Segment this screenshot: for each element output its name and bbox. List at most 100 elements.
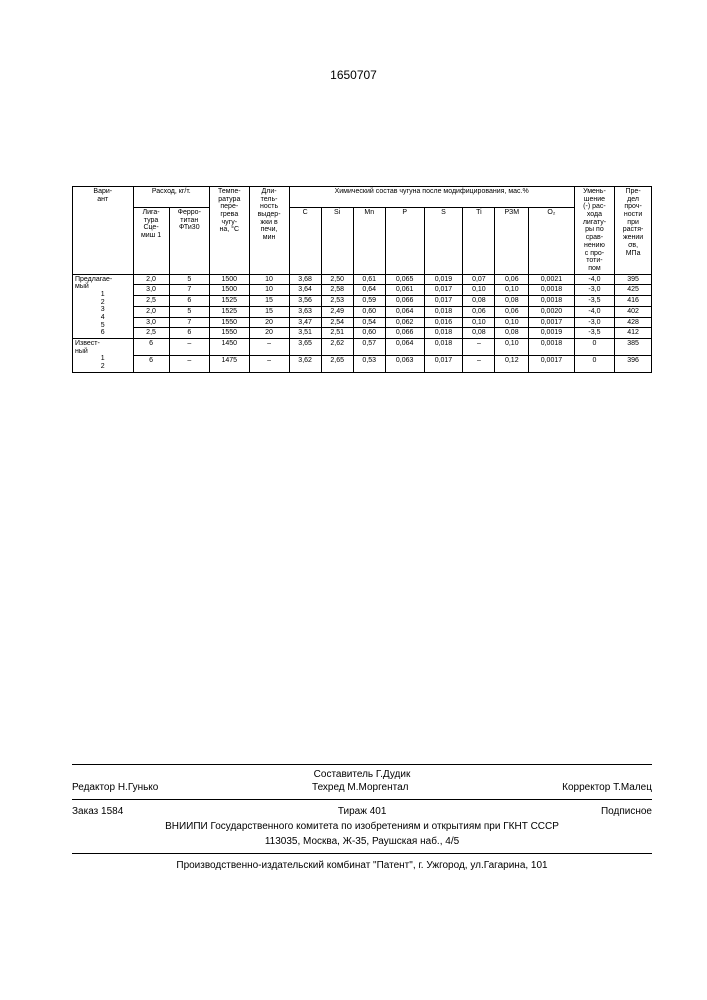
cell: 0,018: [424, 339, 463, 356]
order: Заказ 1584: [72, 806, 123, 817]
cell: 2,5: [133, 296, 169, 307]
cell: -3,0: [574, 285, 614, 296]
cell: 3,56: [289, 296, 321, 307]
cell: 0,018: [424, 328, 463, 339]
cell: 0,10: [495, 285, 529, 296]
cell: 0,0018: [529, 285, 575, 296]
table-row: 6–1475–3,622,650,530,0630,017–0,120,0017…: [73, 355, 652, 372]
cell: 20: [249, 317, 289, 328]
cell: 0,60: [353, 328, 385, 339]
col-o2: O₂: [529, 208, 575, 275]
cell: 1550: [210, 328, 250, 339]
cell: 3,0: [133, 285, 169, 296]
cell: 6: [169, 328, 209, 339]
cell: 3,47: [289, 317, 321, 328]
col-temperature: Темпе- ратура пере- грева чугу- на, °C: [210, 187, 250, 275]
cell: 0,0021: [529, 274, 575, 285]
cell: 396: [615, 355, 652, 372]
cell: 3,62: [289, 355, 321, 372]
cell: 0,60: [353, 306, 385, 317]
cell: 0,08: [463, 296, 495, 307]
cell: 0,06: [495, 306, 529, 317]
table-row: 2,051525153,632,490,600,0640,0180,060,06…: [73, 306, 652, 317]
cell: 0,53: [353, 355, 385, 372]
cell: 6: [133, 355, 169, 372]
page-number: 1650707: [0, 68, 707, 82]
cell: 0,061: [385, 285, 424, 296]
cell: -3,5: [574, 296, 614, 307]
col-variant: Вари- ант: [73, 187, 134, 275]
cell: 0,064: [385, 339, 424, 356]
cell: –: [463, 339, 495, 356]
cell: 412: [615, 328, 652, 339]
cell: 0,07: [463, 274, 495, 285]
cell: –: [463, 355, 495, 372]
printer: Производственно-издательский комбинат "П…: [72, 858, 652, 873]
cell: 15: [249, 306, 289, 317]
address: 113035, Москва, Ж-35, Раушская наб., 4/5: [72, 834, 652, 849]
col-reduction: Умень- шение (-) рас- хода лигату- ры по…: [574, 187, 614, 275]
cell: -3,0: [574, 317, 614, 328]
cell: 0,64: [353, 285, 385, 296]
cell: 2,53: [321, 296, 353, 307]
col-ligature: Лига- тура Сце- миш 1: [133, 208, 169, 275]
cell: 0,018: [424, 306, 463, 317]
cell: 0,10: [463, 285, 495, 296]
subscribe: Подписное: [601, 806, 652, 817]
cell: 7: [169, 317, 209, 328]
cell: 15: [249, 296, 289, 307]
cell: 7: [169, 285, 209, 296]
cell: 1475: [210, 355, 250, 372]
cell: -4,0: [574, 306, 614, 317]
tirazh: Тираж 401: [338, 806, 387, 817]
col-duration: Дли- тель- ность выдер- жки в печи, мин: [249, 187, 289, 275]
cell: 0,0019: [529, 328, 575, 339]
footer: Составитель Г.Дудик Редактор Н.Гунько Те…: [72, 760, 652, 873]
cell: 5: [169, 306, 209, 317]
cell: -3,5: [574, 328, 614, 339]
table-row: Предлагае- мый1234562,051500103,682,500,…: [73, 274, 652, 285]
col-ferrotitan: Ферро- титан ФТи30: [169, 208, 209, 275]
table-row: 2,561550203,512,510,600,0660,0180,080,08…: [73, 328, 652, 339]
cell: 5: [169, 274, 209, 285]
cell: –: [169, 355, 209, 372]
cell: 0: [574, 339, 614, 356]
cell: 1500: [210, 285, 250, 296]
cell: 0,08: [495, 296, 529, 307]
cell: 0,066: [385, 296, 424, 307]
col-p: P: [385, 208, 424, 275]
cell: 416: [615, 296, 652, 307]
cell: 0,10: [463, 317, 495, 328]
cell: 395: [615, 274, 652, 285]
cell: 0,017: [424, 355, 463, 372]
col-mn: Mn: [353, 208, 385, 275]
cell: 0,063: [385, 355, 424, 372]
cell: 0,019: [424, 274, 463, 285]
cell: 2,58: [321, 285, 353, 296]
cell: 0,10: [495, 339, 529, 356]
col-c: C: [289, 208, 321, 275]
cell: 0,064: [385, 306, 424, 317]
vniipi: ВНИИПИ Государственного комитета по изоб…: [72, 819, 652, 834]
cell: 2,0: [133, 274, 169, 285]
col-consumption-group: Расход, кг/т.: [133, 187, 210, 208]
cell: 402: [615, 306, 652, 317]
row-group-label: Предлагае- мый123456: [73, 274, 134, 339]
cell: 0,017: [424, 285, 463, 296]
editor: Редактор Н.Гунько: [72, 782, 158, 793]
cell: 1525: [210, 306, 250, 317]
cell: 425: [615, 285, 652, 296]
cell: 6: [133, 339, 169, 356]
cell: 0,08: [463, 328, 495, 339]
cell: 3,65: [289, 339, 321, 356]
cell: 2,51: [321, 328, 353, 339]
cell: 0,06: [463, 306, 495, 317]
cell: 0,57: [353, 339, 385, 356]
cell: 0,066: [385, 328, 424, 339]
cell: –: [169, 339, 209, 356]
cell: 0,10: [495, 317, 529, 328]
row-group-label: Извест- ный12: [73, 339, 134, 373]
col-s: S: [424, 208, 463, 275]
cell: 0,065: [385, 274, 424, 285]
corrector: Корректор Т.Малец: [562, 782, 652, 793]
